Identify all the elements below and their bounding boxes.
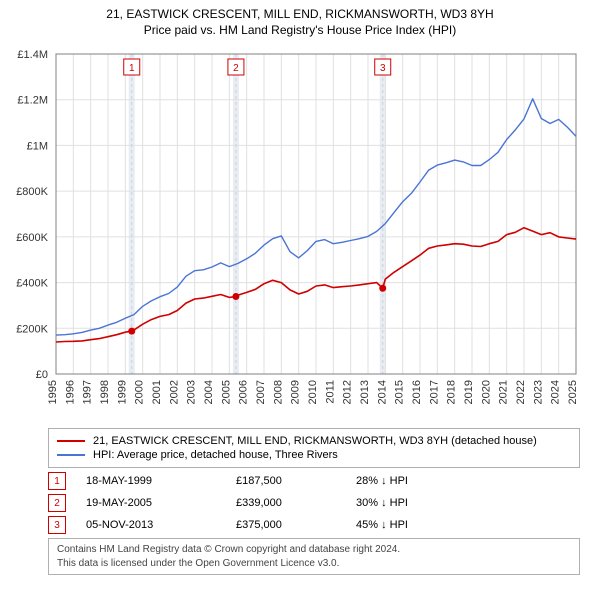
footnote-line-1: Contains HM Land Registry data © Crown c… — [57, 543, 571, 557]
sale-row: 3 05-NOV-2013£375,00045% ↓ HPI — [48, 516, 580, 534]
footnote-line-2: This data is licensed under the Open Gov… — [57, 557, 571, 571]
legend-label-red: 21, EASTWICK CRESCENT, MILL END, RICKMAN… — [93, 435, 537, 447]
svg-text:2005: 2005 — [220, 380, 232, 404]
svg-text:2016: 2016 — [411, 380, 423, 404]
sale-price: £375,000 — [236, 519, 356, 531]
svg-text:2004: 2004 — [203, 380, 215, 404]
legend-swatch-red — [57, 440, 85, 442]
title-line-1: 21, EASTWICK CRESCENT, MILL END, RICKMAN… — [10, 6, 590, 22]
legend-label-blue: HPI: Average price, detached house, Thre… — [93, 449, 338, 461]
svg-text:£1.2M: £1.2M — [17, 95, 48, 107]
sale-price: £339,000 — [236, 497, 356, 509]
svg-text:2017: 2017 — [428, 380, 440, 404]
sale-badge: 2 — [48, 494, 66, 512]
svg-text:2024: 2024 — [550, 380, 562, 404]
svg-text:2: 2 — [233, 63, 239, 74]
svg-text:2014: 2014 — [376, 380, 388, 404]
svg-text:2015: 2015 — [394, 380, 406, 404]
legend-row-red: 21, EASTWICK CRESCENT, MILL END, RICKMAN… — [57, 435, 571, 447]
page: 21, EASTWICK CRESCENT, MILL END, RICKMAN… — [0, 0, 600, 575]
svg-text:2021: 2021 — [498, 380, 510, 404]
svg-text:2008: 2008 — [272, 380, 284, 404]
svg-text:£800K: £800K — [16, 187, 48, 199]
sale-date: 05-NOV-2013 — [86, 519, 236, 531]
title-line-2: Price paid vs. HM Land Registry's House … — [10, 22, 590, 38]
legend-row-blue: HPI: Average price, detached house, Thre… — [57, 449, 571, 461]
svg-text:2018: 2018 — [446, 380, 458, 404]
svg-text:2013: 2013 — [359, 380, 371, 404]
svg-text:1996: 1996 — [64, 380, 76, 404]
svg-text:2020: 2020 — [480, 380, 492, 404]
svg-text:2001: 2001 — [151, 380, 163, 404]
svg-text:£1M: £1M — [27, 141, 48, 153]
title-block: 21, EASTWICK CRESCENT, MILL END, RICKMAN… — [0, 0, 600, 42]
sale-price: £187,500 — [236, 475, 356, 487]
sale-row: 1 18-MAY-1999£187,50028% ↓ HPI — [48, 472, 580, 490]
sale-date: 19-MAY-2005 — [86, 497, 236, 509]
svg-text:2009: 2009 — [290, 380, 302, 404]
svg-text:£200K: £200K — [16, 324, 48, 336]
svg-text:2012: 2012 — [342, 380, 354, 404]
sale-diff: 45% ↓ HPI — [356, 519, 408, 531]
svg-text:2006: 2006 — [238, 380, 250, 404]
svg-text:2003: 2003 — [186, 380, 198, 404]
svg-text:£1.4M: £1.4M — [17, 49, 48, 61]
sale-date: 18-MAY-1999 — [86, 475, 236, 487]
footnote: Contains HM Land Registry data © Crown c… — [48, 538, 580, 575]
svg-text:2007: 2007 — [255, 380, 267, 404]
chart-svg: £0 £200K £400K £600K £800K £1M £1.2M £1.4M 1995 1… — [0, 42, 600, 422]
svg-text:2025: 2025 — [567, 380, 579, 404]
svg-text:2022: 2022 — [515, 380, 527, 404]
sale-row: 2 19-MAY-2005£339,00030% ↓ HPI — [48, 494, 580, 512]
sale-diff: 30% ↓ HPI — [356, 497, 408, 509]
legend-swatch-blue — [57, 454, 85, 456]
svg-text:1999: 1999 — [116, 380, 128, 404]
svg-text:1: 1 — [129, 63, 135, 74]
svg-text:2010: 2010 — [307, 380, 319, 404]
sale-badge: 1 — [48, 472, 66, 490]
svg-text:£400K: £400K — [16, 278, 48, 290]
sale-badge: 3 — [48, 516, 66, 534]
sale-diff: 28% ↓ HPI — [356, 475, 408, 487]
svg-text:2002: 2002 — [168, 380, 180, 404]
svg-text:2023: 2023 — [532, 380, 544, 404]
svg-text:2011: 2011 — [324, 380, 336, 404]
svg-text:£0: £0 — [36, 369, 48, 381]
svg-text:1998: 1998 — [99, 380, 111, 404]
chart: £0 £200K £400K £600K £800K £1M £1.2M £1.4M 1995 1… — [0, 42, 600, 422]
svg-text:2000: 2000 — [134, 380, 146, 404]
svg-text:2019: 2019 — [463, 380, 475, 404]
svg-text:1997: 1997 — [82, 380, 94, 404]
svg-text:1995: 1995 — [47, 380, 59, 404]
svg-text:£600K: £600K — [16, 232, 48, 244]
legend: 21, EASTWICK CRESCENT, MILL END, RICKMAN… — [48, 428, 580, 468]
sales-table: 1 18-MAY-1999£187,50028% ↓ HPI 2 19-MAY-200… — [48, 472, 580, 534]
svg-text:3: 3 — [380, 63, 386, 74]
